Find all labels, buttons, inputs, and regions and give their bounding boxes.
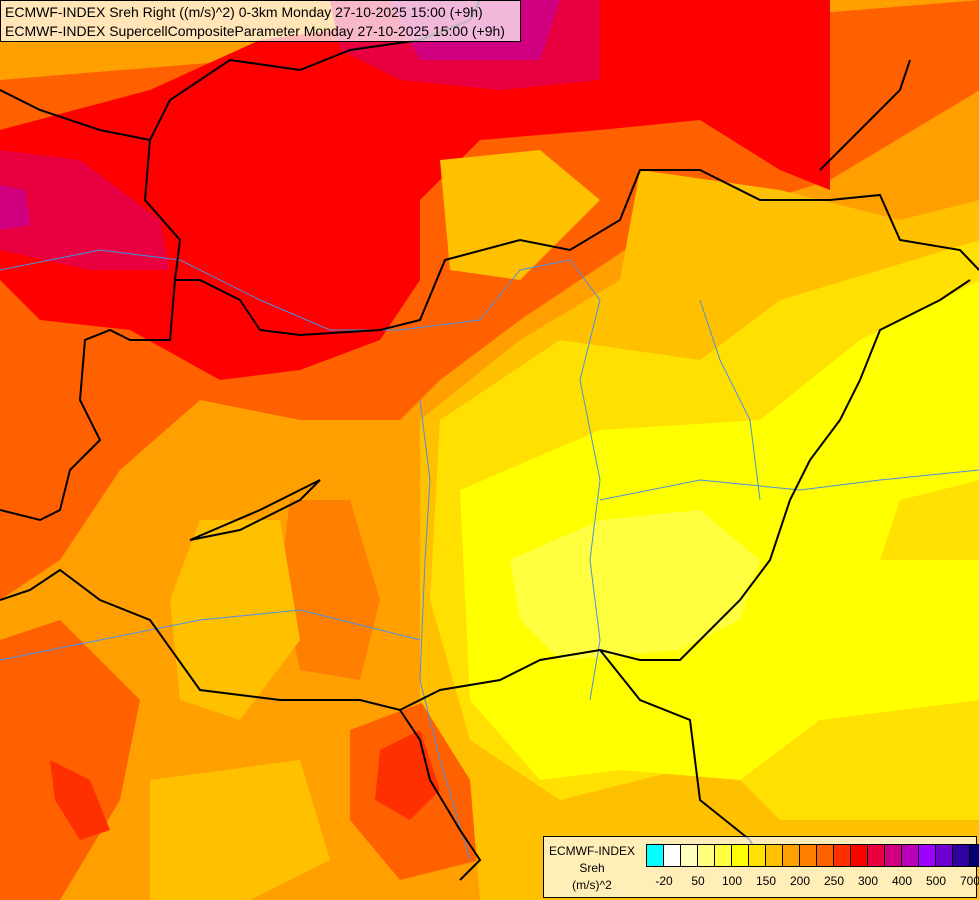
legend-swatch xyxy=(715,845,732,866)
legend-tick-label: 700 xyxy=(959,874,979,888)
legend-swatch xyxy=(800,845,817,866)
legend-swatch xyxy=(647,845,664,866)
legend-parameter: Sreh xyxy=(579,861,605,875)
legend-swatch xyxy=(936,845,953,866)
legend-tick-label: 300 xyxy=(857,874,879,888)
legend-tick-label: -20 xyxy=(655,874,673,888)
country-borders xyxy=(0,0,979,881)
contour-purple-left xyxy=(0,185,30,230)
legend-tick-label: 50 xyxy=(691,874,705,888)
rivers xyxy=(0,249,979,861)
legend-swatch xyxy=(732,845,749,866)
contour-gold-w xyxy=(170,520,300,720)
legend-tick-label: 250 xyxy=(823,874,845,888)
legend-swatch xyxy=(970,845,979,866)
legend-swatch xyxy=(766,845,783,866)
contour-red xyxy=(0,0,830,380)
color-legend: ECMWF-INDEX Sreh (m/s)^2 -20 50 100 150 200 2… xyxy=(543,836,979,898)
contour-gold-sw xyxy=(150,760,330,900)
legend-swatch xyxy=(664,845,681,866)
legend-tick-label: 400 xyxy=(891,874,913,888)
legend-swatch xyxy=(868,845,885,866)
legend-swatch xyxy=(953,845,970,866)
legend-tick-label: 100 xyxy=(721,874,743,888)
legend-swatch xyxy=(834,845,851,866)
legend-tick-label: 200 xyxy=(789,874,811,888)
legend-tick-label: 500 xyxy=(925,874,947,888)
legend-swatch xyxy=(817,845,834,866)
legend-label: ECMWF-INDEX Sreh (m/s)^2 xyxy=(544,843,640,894)
legend-swatch xyxy=(919,845,936,866)
contour-magenta-left xyxy=(0,150,170,270)
legend-swatch xyxy=(783,845,800,866)
legend-swatch xyxy=(851,845,868,866)
title-box: ECMWF-INDEX Sreh Right ((m/s)^2) 0-3km M… xyxy=(0,0,521,42)
contour-orange-red-sw xyxy=(0,620,140,900)
legend-swatch xyxy=(681,845,698,866)
contour-red-sw xyxy=(50,760,110,840)
contour-orange-red-c xyxy=(280,500,380,680)
legend-unit: (m/s)^2 xyxy=(572,878,612,892)
legend-swatch xyxy=(749,845,766,866)
legend-source: ECMWF-INDEX xyxy=(549,844,635,858)
contour-yellow-bright xyxy=(510,510,760,660)
legend-tick-label: 150 xyxy=(755,874,777,888)
legend-swatch xyxy=(698,845,715,866)
title-line-scp: ECMWF-INDEX SupercellCompositeParameter … xyxy=(5,23,505,39)
legend-color-bar xyxy=(646,844,979,867)
title-line-sreh: ECMWF-INDEX Sreh Right ((m/s)^2) 0-3km M… xyxy=(5,4,483,20)
legend-swatch xyxy=(885,845,902,866)
legend-swatch xyxy=(902,845,919,866)
